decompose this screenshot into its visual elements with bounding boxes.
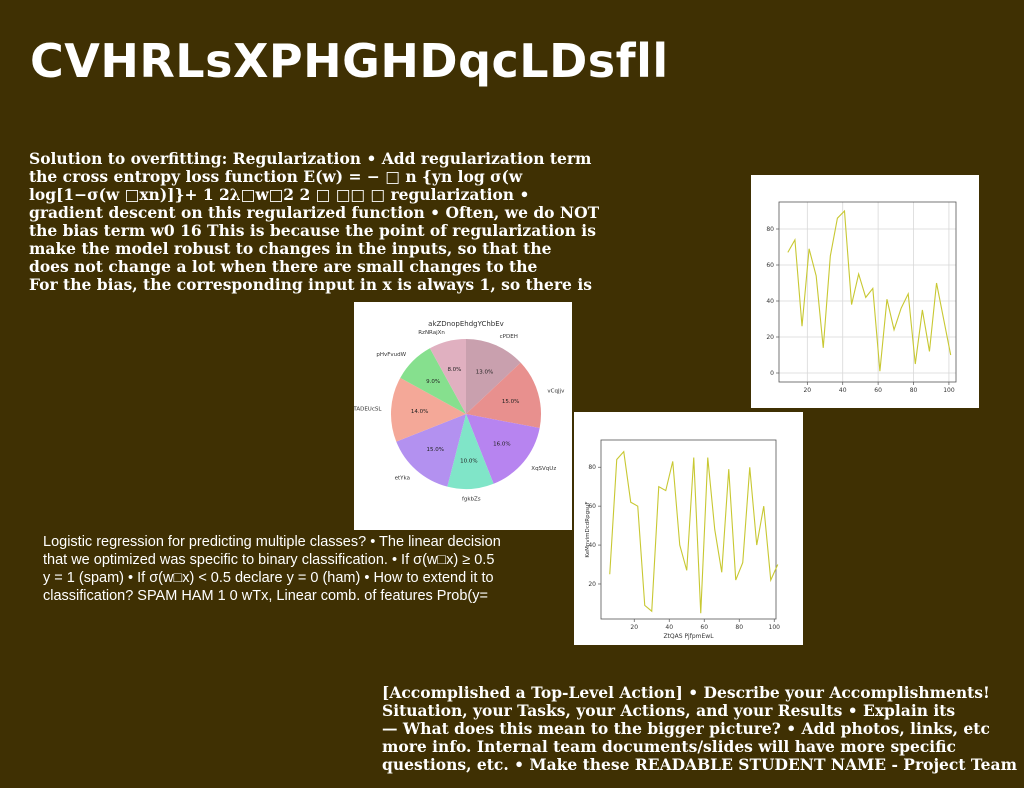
y-tick-label: 80 — [588, 464, 596, 471]
pie-title: akZDnopEhdgYChbEv — [428, 320, 504, 328]
pie-slice — [391, 377, 466, 442]
y-tick-label: 80 — [766, 226, 774, 233]
pie-slice-label: cPDEH — [500, 334, 518, 340]
pie-slice — [447, 414, 494, 489]
regularization-text: Solution to overfitting: Regularization … — [29, 150, 629, 294]
pie-slice-label: pHvFvudW — [376, 352, 406, 358]
pie-chart: akZDnopEhdgYChbEv cPDEH 13.0% vCqJjv 15.0% Xq… — [354, 320, 565, 503]
y-axis-label: KeMnvimDcdRpgsuF — [585, 501, 591, 557]
y-tick-label: 60 — [588, 503, 596, 510]
pie-slice — [400, 348, 466, 414]
accomplishment-line: more info. Internal team documents/slide… — [382, 737, 956, 756]
pie-slice-label: fgkbZs — [462, 497, 481, 503]
x-tick-label: 80 — [910, 387, 918, 394]
pie-slice-label: RzNRajXn — [418, 330, 445, 336]
pie-value-label: 8.0% — [447, 367, 461, 373]
pie-value-label: 9.0% — [426, 379, 440, 385]
x-tick-label: 100 — [769, 624, 781, 631]
x-tick-label: 80 — [735, 624, 743, 631]
accomplishment-line: Situation, your Tasks, your Actions, and… — [382, 701, 956, 720]
y-tick-label: 0 — [770, 370, 774, 377]
pie-slice-label: XqSVqUz — [531, 466, 556, 472]
pie-slice — [429, 339, 466, 414]
x-tick-label: 40 — [839, 387, 847, 394]
y-tick-label: 40 — [588, 542, 596, 549]
accomplishment-text: [Accomplished a Top-Level Action] • Desc… — [382, 684, 1017, 774]
multiclass-line: that we optimized was specific to binary… — [43, 552, 495, 568]
x-tick-label: 100 — [943, 387, 955, 394]
regularization-line: Solution to overfitting: Regularization … — [29, 149, 592, 168]
y-tick-label: 40 — [766, 298, 774, 305]
pie-slice-label: vCqJjv — [547, 388, 565, 394]
pie-slice-label: TADEUcSL — [354, 407, 382, 413]
plot-frame — [600, 439, 777, 620]
accomplishment-line: questions, etc. • Make these READABLE ST… — [382, 755, 1017, 774]
line-chart-2: 20 40 60 80 100 20 40 60 80 ZtQAS PjfpmEwL KeMnvim… — [585, 439, 781, 640]
pie-slice — [466, 414, 540, 484]
y-tick-label: 20 — [588, 581, 596, 588]
regularization-line: log[1−σ(w □xn)]}+ 1 2λ□w□2 2 □ □□ □ regu… — [29, 185, 530, 204]
pie-slice-label: etYka — [395, 476, 410, 482]
line-chart-1: 20 40 60 80 100 0 20 40 60 80 — [766, 201, 957, 394]
accomplishment-line: — What does this mean to the bigger pict… — [382, 719, 990, 738]
series-line — [787, 209, 952, 372]
plot-frame — [778, 201, 957, 383]
x-tick-label: 60 — [700, 624, 708, 631]
y-tick-label: 60 — [766, 262, 774, 269]
pie-value-label: 14.0% — [411, 409, 428, 415]
x-axis-label: ZtQAS PjfpmEwL — [663, 633, 714, 640]
pie-value-label: 10.0% — [460, 458, 477, 464]
regularization-line: make the model robust to changes in the … — [29, 239, 552, 258]
multiclass-line: Logistic regression for predicting multi… — [43, 534, 501, 550]
x-tick-label: 20 — [630, 624, 638, 631]
pie-value-label: 13.0% — [476, 369, 493, 375]
pie-slice — [396, 414, 466, 487]
pie-value-label: 16.0% — [493, 442, 510, 448]
multiclass-line: y = 1 (spam) • If σ(w□x) < 0.5 declare y… — [43, 570, 494, 586]
accomplishment-line: [Accomplished a Top-Level Action] • Desc… — [382, 683, 990, 702]
x-tick-label: 40 — [665, 624, 673, 631]
regularization-line: gradient descent on this regularized fun… — [29, 203, 600, 222]
regularization-line: For the bias, the corresponding input in… — [29, 275, 592, 294]
pie-value-label: 15.0% — [502, 399, 519, 405]
series-line — [609, 450, 779, 614]
regularization-line: does not change a lot when there are sma… — [29, 257, 538, 276]
pie-slice — [466, 362, 541, 429]
multiclass-text: Logistic regression for predicting multi… — [43, 533, 501, 605]
multiclass-line: classification? SPAM HAM 1 0 wTx, Linear… — [43, 588, 488, 604]
pie-chart-panel: akZDnopEhdgYChbEv cPDEH 13.0% vCqJjv 15.0% Xq… — [354, 302, 572, 530]
x-tick-label: 20 — [803, 387, 811, 394]
line-chart-1-panel: 20 40 60 80 100 0 20 40 60 80 — [751, 175, 979, 408]
y-tick-label: 20 — [766, 334, 774, 341]
pie-value-label: 15.0% — [427, 447, 444, 453]
x-tick-label: 60 — [874, 387, 882, 394]
line-chart-2-panel: 20 40 60 80 100 20 40 60 80 ZtQAS PjfpmEwL KeMnvim… — [574, 412, 803, 645]
regularization-line: the cross entropy loss function E(w) = −… — [29, 167, 523, 186]
pie-slice — [466, 339, 521, 414]
regularization-line: the bias term w0 16 This is because the … — [29, 221, 596, 240]
slide-title: CVHRLsXPHGHDqcLDsfll — [30, 34, 669, 88]
